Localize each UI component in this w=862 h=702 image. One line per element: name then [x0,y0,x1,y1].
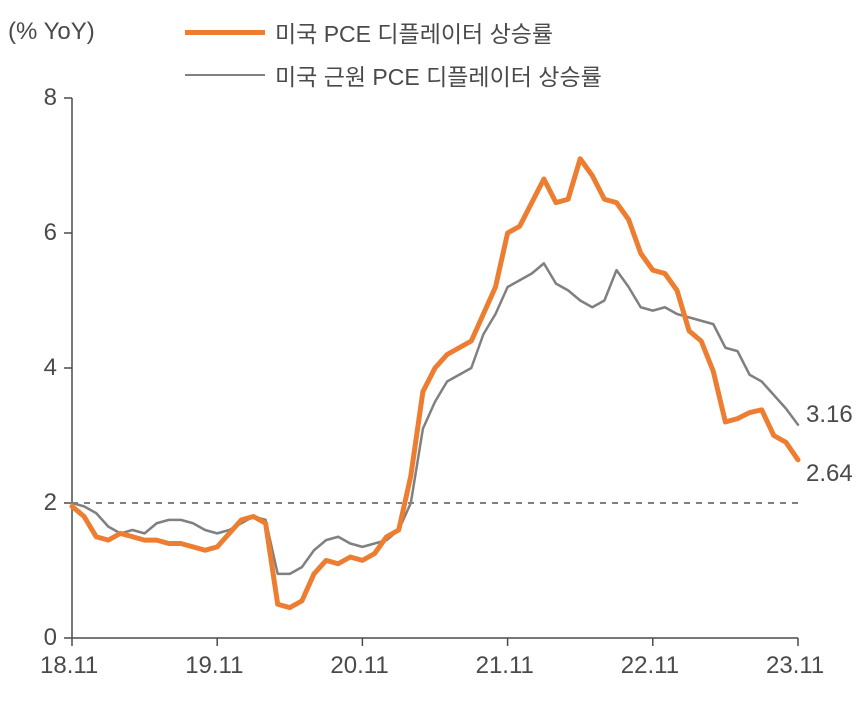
legend-swatch-pce [185,30,265,35]
y-tick-label: 4 [44,354,57,382]
legend-swatch-core-pce [185,74,265,77]
x-tick-label: 23.11 [766,652,824,680]
end-label-pce: 2.64 [806,460,853,488]
x-tick-label: 21.11 [476,652,534,680]
y-tick-label: 0 [44,624,57,652]
legend-label-pce: 미국 PCE 디플레이터 상승률 [275,15,553,49]
legend-label-core-pce: 미국 근원 PCE 디플레이터 상승률 [275,58,602,92]
x-tick-label: 19.11 [185,652,243,680]
chart-container: (% YoY) 미국 PCE 디플레이터 상승률 미국 근원 PCE 디플레이터… [0,0,862,697]
legend-item-pce: 미국 PCE 디플레이터 상승률 [185,15,553,49]
x-tick-label: 20.11 [330,652,388,680]
end-label-core_pce: 3.16 [806,401,853,429]
series-line-pce [72,159,798,608]
x-tick-label: 18.11 [40,652,98,680]
y-tick-label: 6 [44,219,57,247]
y-tick-label: 2 [44,489,57,517]
x-tick-label: 22.11 [621,652,679,680]
y-axis-unit-label: (% YoY) [8,18,95,46]
y-tick-label: 8 [44,84,57,112]
legend-item-core-pce: 미국 근원 PCE 디플레이터 상승률 [185,58,602,92]
series-line-core_pce [72,263,798,574]
chart-svg [0,0,862,697]
